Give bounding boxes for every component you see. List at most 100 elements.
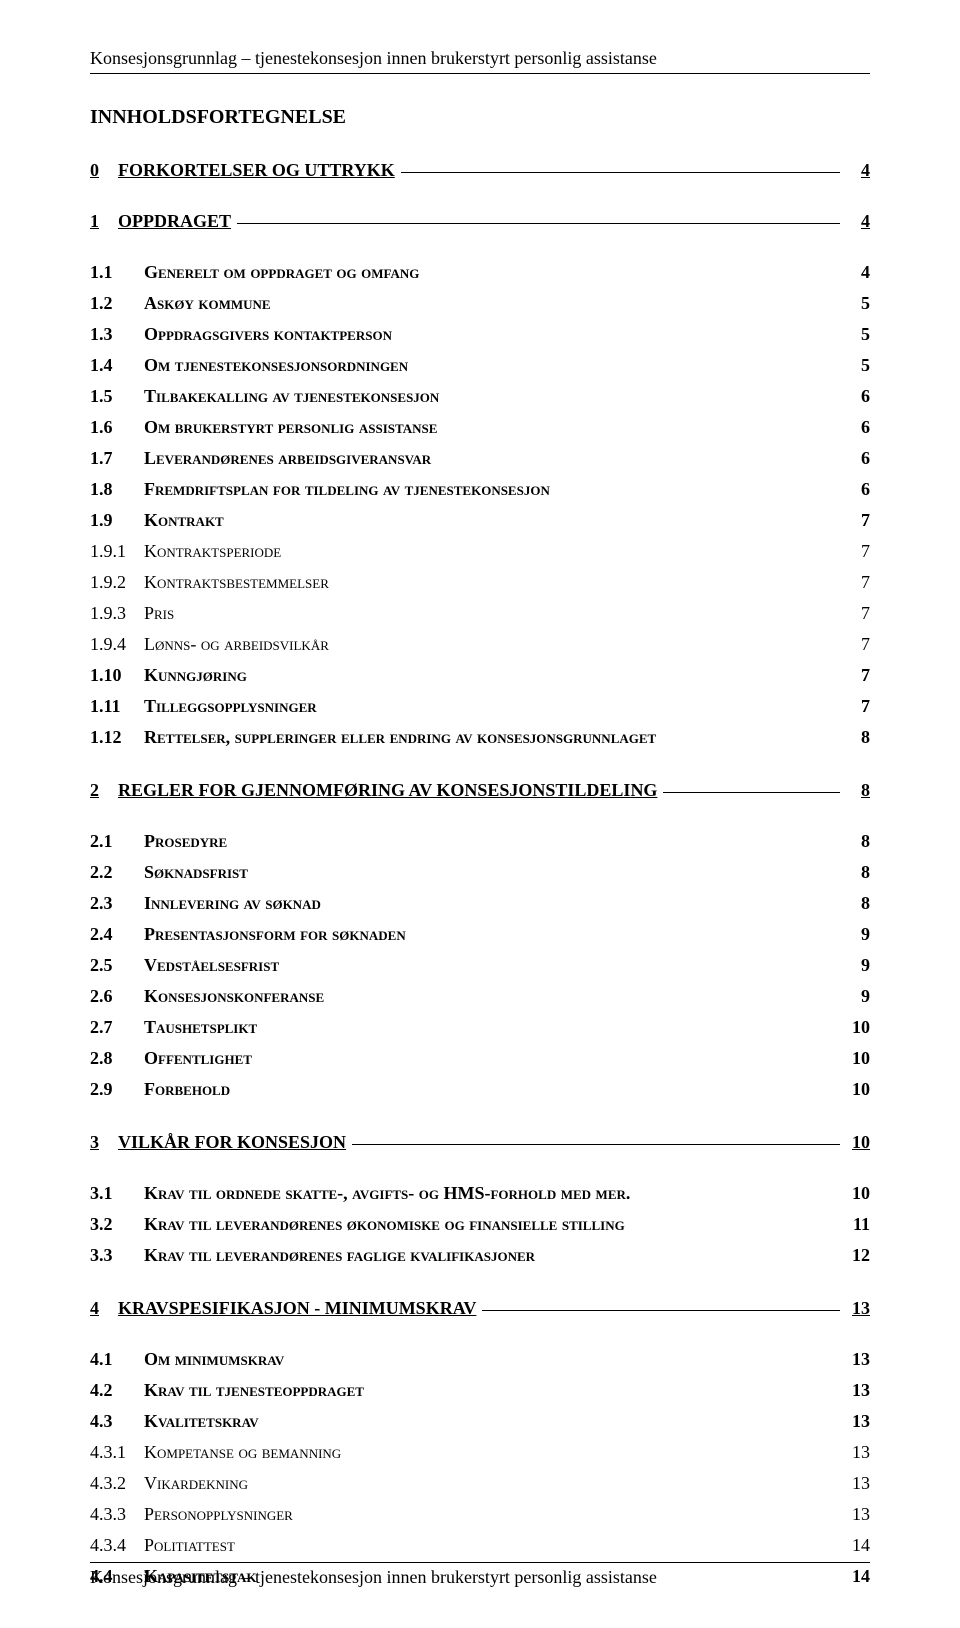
toc-entry-label: Lønns- og arbeidsvilkår <box>144 631 329 658</box>
toc-entry-number: 4.2 <box>90 1377 144 1404</box>
toc-entry[interactable]: 1.2Askøy kommune5 <box>90 290 870 317</box>
toc-entry[interactable]: 2.6Konsesjonskonferanse9 <box>90 983 870 1010</box>
toc-entry[interactable]: 2.9Forbehold10 <box>90 1076 870 1103</box>
toc-entry[interactable]: 2REGLER FOR GJENNOMFØRING AV KONSESJONST… <box>90 777 870 804</box>
toc-leader <box>327 908 840 909</box>
toc-leader <box>335 649 840 650</box>
toc-entry[interactable]: 2.2Søknadsfrist8 <box>90 859 870 886</box>
toc-entry[interactable]: 4.3.3Personopplysninger13 <box>90 1501 870 1528</box>
toc-entry-page: 4 <box>846 208 870 235</box>
toc-entry-number: 4.1 <box>90 1346 144 1373</box>
toc-entry[interactable]: 1.12Rettelser, suppleringer eller endrin… <box>90 724 870 751</box>
toc-entry[interactable]: 1.9.2Kontraktsbestemmelser7 <box>90 569 870 596</box>
toc-entry[interactable]: 1.9.3Pris7 <box>90 600 870 627</box>
toc-entry-number: 2.3 <box>90 890 144 917</box>
toc-entry-number: 1.7 <box>90 445 144 472</box>
toc-entry[interactable]: 4.3.4Politiattest14 <box>90 1532 870 1559</box>
toc-leader <box>233 846 840 847</box>
toc-entry-number: 2 <box>90 777 118 804</box>
toc-entry[interactable]: 1.9.1Kontraktsperiode7 <box>90 538 870 565</box>
toc-entry-number: 4.3.2 <box>90 1470 144 1497</box>
toc-entry-number: 1.11 <box>90 693 144 720</box>
toc-entry[interactable]: 1.9Kontrakt7 <box>90 507 870 534</box>
toc-entry[interactable]: 1.3Oppdragsgivers kontaktperson5 <box>90 321 870 348</box>
toc-entry[interactable]: 4.2Krav til tjenesteoppdraget 13 <box>90 1377 870 1404</box>
toc-entry-label: Tilbakekalling av tjenestekonsesjon <box>144 383 439 410</box>
toc-entry[interactable]: 1OPPDRAGET4 <box>90 208 870 235</box>
toc-leader <box>330 1001 840 1002</box>
toc-entry[interactable]: 4.3Kvalitetskrav13 <box>90 1408 870 1435</box>
toc-entry-label: Krav til leverandørenes økonomiske og fi… <box>144 1211 625 1238</box>
toc-entry[interactable]: 2.4Presentasjonsform for søknaden9 <box>90 921 870 948</box>
toc-leader <box>285 970 840 971</box>
toc-leader <box>323 711 840 712</box>
toc-entry[interactable]: 2.1Prosedyre8 <box>90 828 870 855</box>
toc-entry-label: VILKÅR FOR KONSESJON <box>118 1129 346 1156</box>
toc-entry-page: 13 <box>846 1346 870 1373</box>
toc-entry-label: Kunngjøring <box>144 662 247 689</box>
toc-entry-page: 4 <box>846 157 870 184</box>
toc-entry-label: Generelt om oppdraget og omfang <box>144 259 419 286</box>
toc-entry[interactable]: 4.1Om minimumskrav13 <box>90 1346 870 1373</box>
toc-entry-page: 6 <box>846 445 870 472</box>
toc-entry[interactable]: 1.7Leverandørenes arbeidsgiveransvar 6 <box>90 445 870 472</box>
toc-leader <box>180 618 840 619</box>
toc-entry-page: 6 <box>846 414 870 441</box>
toc-entry-number: 4.3.3 <box>90 1501 144 1528</box>
toc-entry-number: 2.2 <box>90 859 144 886</box>
toc-entry[interactable]: 2.7Taushetsplikt10 <box>90 1014 870 1041</box>
toc-entry-label: FORKORTELSER OG UTTRYKK <box>118 157 395 184</box>
toc-entry[interactable]: 3.3Krav til leverandørenes faglige kvali… <box>90 1242 870 1269</box>
toc-entry[interactable]: 2.5Vedståelsesfrist9 <box>90 952 870 979</box>
toc-entry[interactable]: 1.8Fremdriftsplan for tildeling av tjene… <box>90 476 870 503</box>
toc-entry-label: Kompetanse og bemanning <box>144 1439 341 1466</box>
toc-leader <box>398 339 840 340</box>
toc-entry[interactable]: 4KRAVSPESIFIKASJON - MINIMUMSKRAV13 <box>90 1295 870 1322</box>
toc-entry[interactable]: 3.1Krav til ordnede skatte-, avgifts- og… <box>90 1180 870 1207</box>
toc-entry-label: Prosedyre <box>144 828 227 855</box>
toc-entry-label: Kontraktsbestemmelser <box>144 569 329 596</box>
toc-entry-number: 1.9.4 <box>90 631 144 658</box>
toc-entry-label: Leverandørenes arbeidsgiveransvar <box>144 445 431 472</box>
toc-leader <box>445 401 840 402</box>
toc-entry-page: 7 <box>846 507 870 534</box>
toc-entry[interactable]: 1.6Om brukerstyrt personlig assistanse6 <box>90 414 870 441</box>
toc-entry[interactable]: 1.1Generelt om oppdraget og omfang4 <box>90 259 870 286</box>
header-rule <box>90 73 870 74</box>
toc-entry[interactable]: 1.9.4Lønns- og arbeidsvilkår7 <box>90 631 870 658</box>
toc-entry[interactable]: 1.4Om tjenestekonsesjonsordningen5 <box>90 352 870 379</box>
toc-entry-page: 6 <box>846 476 870 503</box>
toc-entry[interactable]: 0FORKORTELSER OG UTTRYKK4 <box>90 157 870 184</box>
toc-leader <box>258 1063 840 1064</box>
toc-entry-label: Krav til tjenesteoppdraget <box>144 1377 364 1404</box>
toc-entry[interactable]: 1.10Kunngjøring7 <box>90 662 870 689</box>
toc-entry[interactable]: 1.5Tilbakekalling av tjenestekonsesjon6 <box>90 383 870 410</box>
toc-entry-number: 1.10 <box>90 662 144 689</box>
toc-leader <box>437 463 840 464</box>
toc-entry-number: 1.5 <box>90 383 144 410</box>
toc-entry-number: 3.3 <box>90 1242 144 1269</box>
toc-entry-number: 3 <box>90 1129 118 1156</box>
toc-entry-page: 13 <box>846 1377 870 1404</box>
toc-entry[interactable]: 3VILKÅR FOR KONSESJON 10 <box>90 1129 870 1156</box>
toc-leader <box>230 525 840 526</box>
toc-leader <box>253 680 840 681</box>
toc-leader <box>237 223 840 224</box>
toc-entry-label: Krav til ordnede skatte-, avgifts- og HM… <box>144 1180 630 1207</box>
toc-entry-page: 8 <box>846 828 870 855</box>
toc-entry[interactable]: 2.3Innlevering av søknad8 <box>90 890 870 917</box>
toc-entry[interactable]: 4.3.2Vikardekning13 <box>90 1470 870 1497</box>
toc-entry-number: 1.3 <box>90 321 144 348</box>
toc-entry[interactable]: 1.11Tilleggsopplysninger7 <box>90 693 870 720</box>
document-title: INNHOLDSFORTEGNELSE <box>90 106 870 129</box>
toc-entry-number: 3.1 <box>90 1180 144 1207</box>
toc-entry-page: 10 <box>846 1129 870 1156</box>
toc-leader <box>335 587 840 588</box>
toc-entry[interactable]: 2.8Offentlighet10 <box>90 1045 870 1072</box>
toc-entry[interactable]: 3.2Krav til leverandørenes økonomiske og… <box>90 1211 870 1238</box>
toc-entry[interactable]: 4.3.1Kompetanse og bemanning13 <box>90 1439 870 1466</box>
toc-entry-number: 1.8 <box>90 476 144 503</box>
toc-entry-label: Søknadsfrist <box>144 859 248 886</box>
toc-leader <box>370 1395 840 1396</box>
toc-leader <box>290 1364 840 1365</box>
